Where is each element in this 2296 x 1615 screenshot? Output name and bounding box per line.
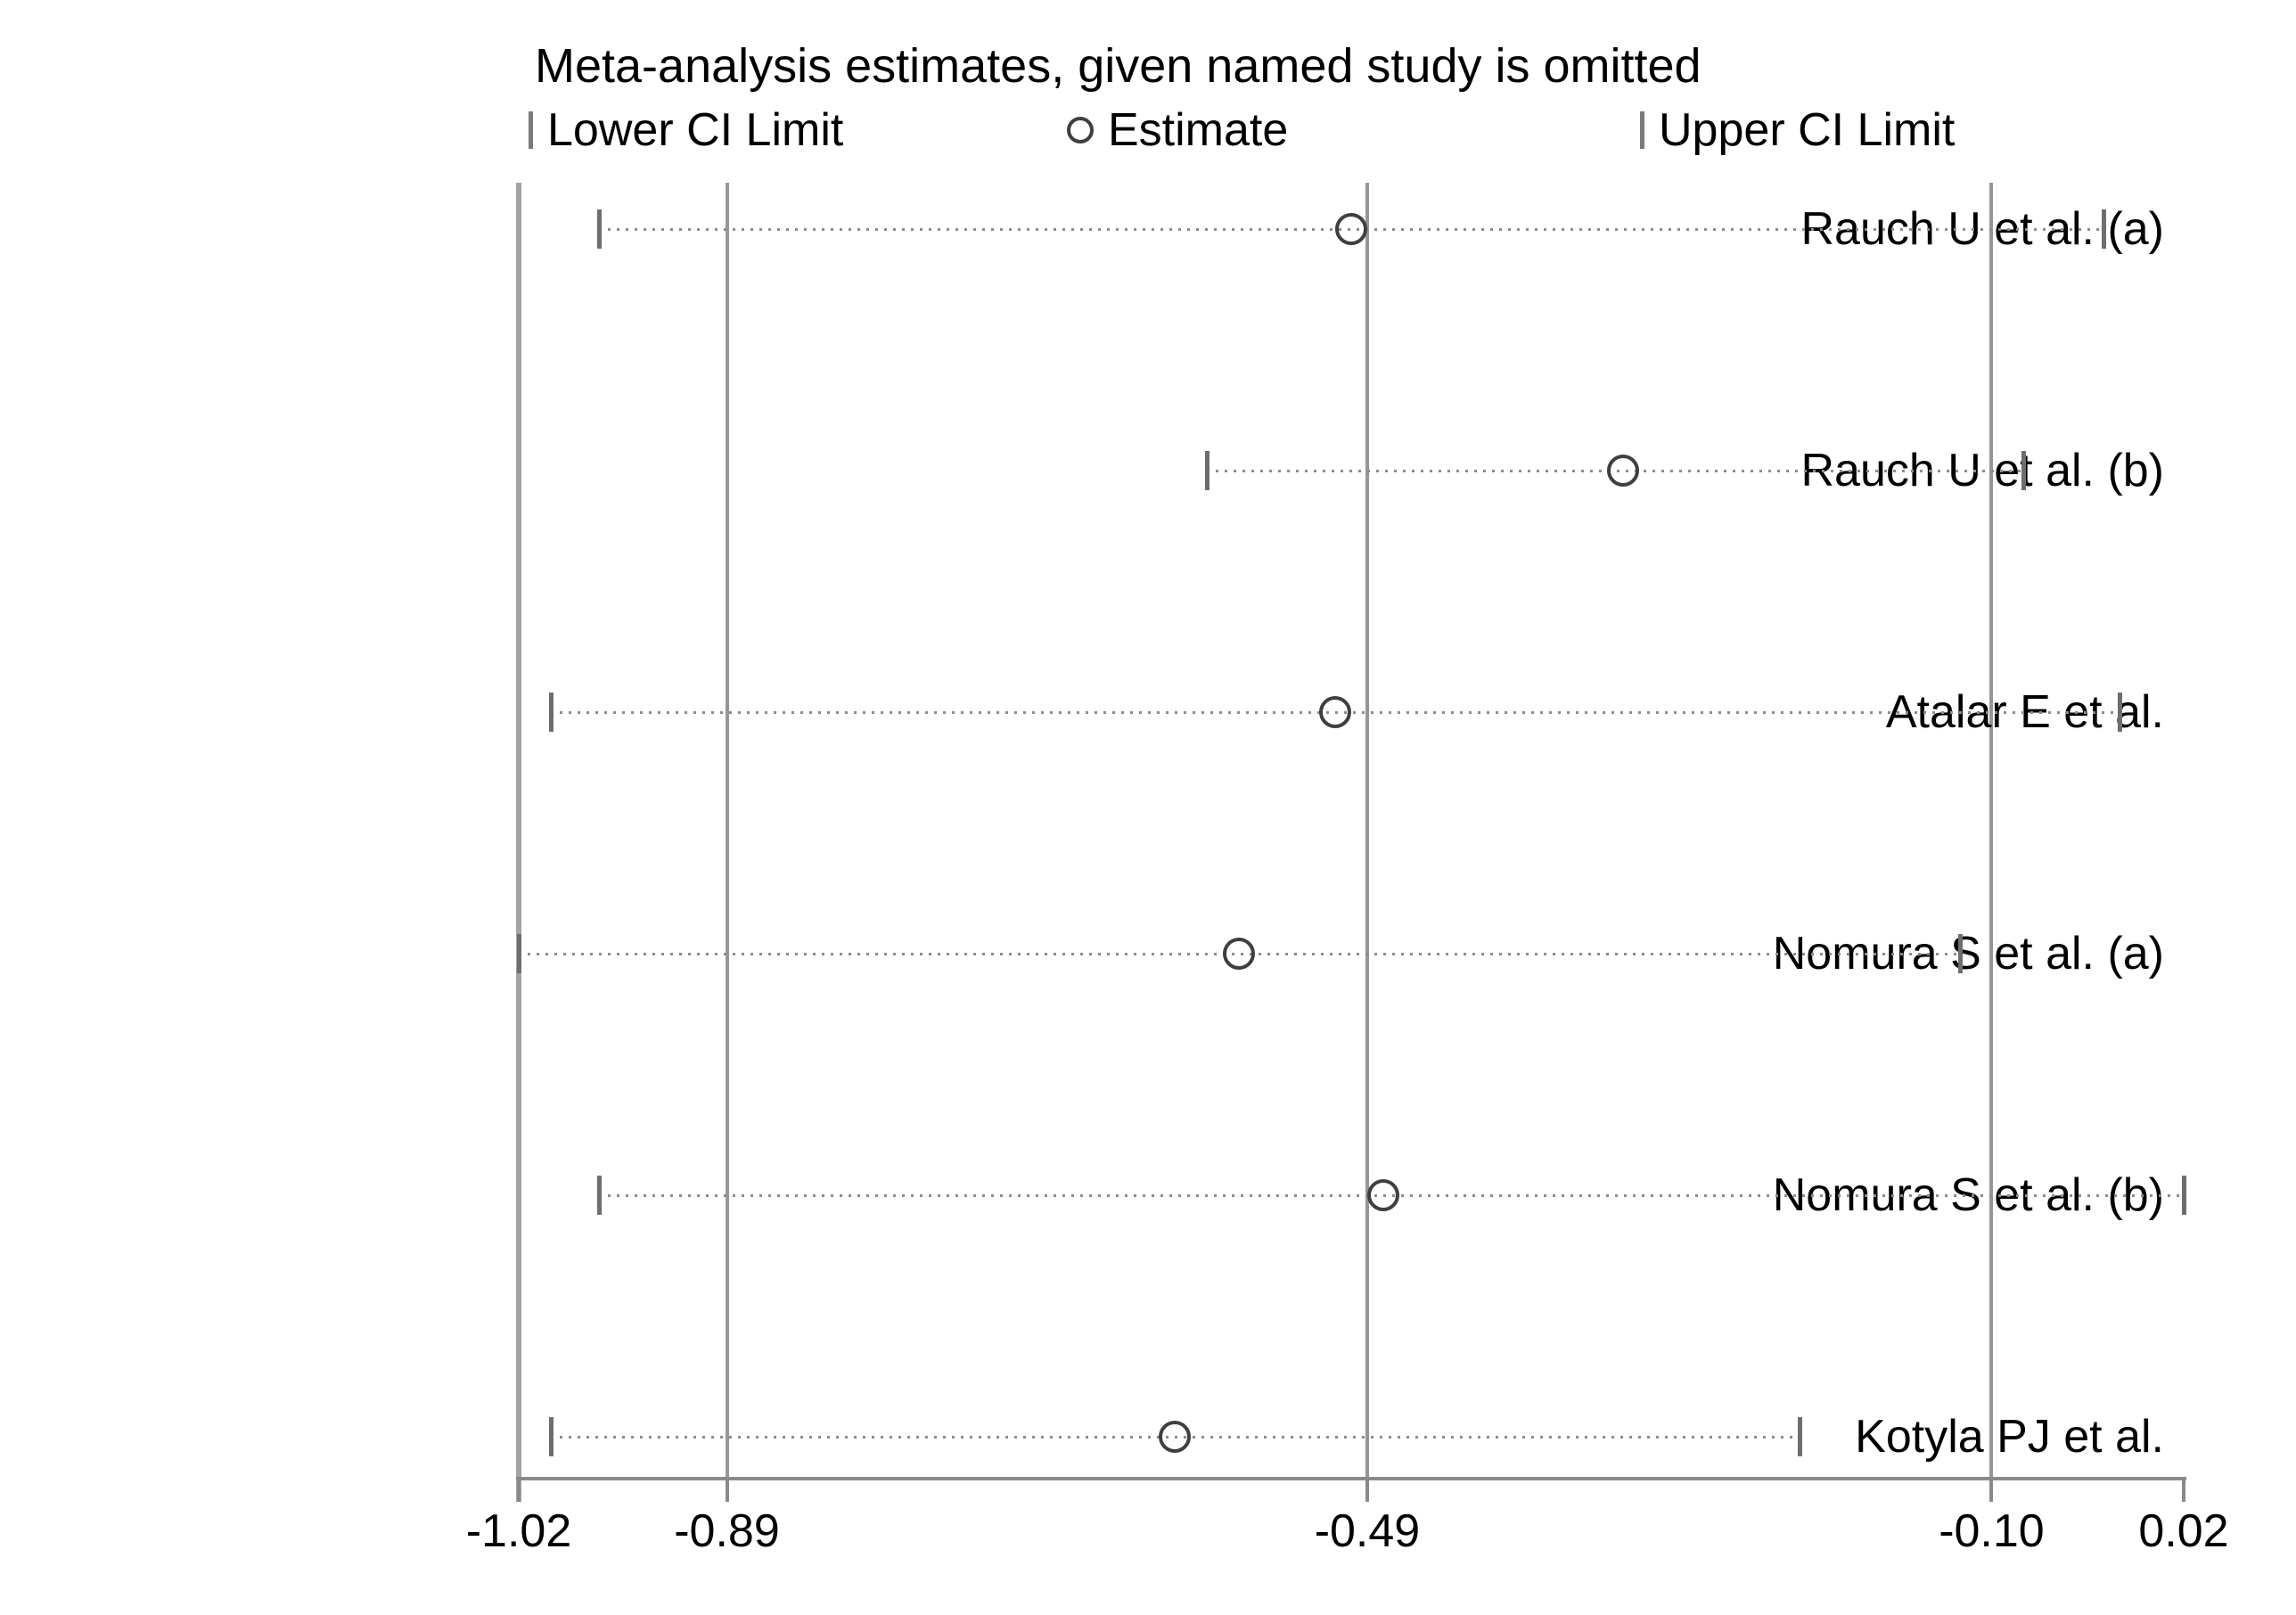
upper-ci-marker [2102, 209, 2107, 249]
legend-lower-ci-label: Lower CI Limit [547, 104, 844, 156]
plot-area: -1.02 -0.89 -0.49 -0.10 0.02 Rauch U et al. (… [466, 183, 2229, 1557]
estimate-marker [1607, 455, 1640, 487]
estimate-marker [1366, 1179, 1399, 1211]
estimate-marker [1223, 938, 1256, 970]
lower-ci-marker [548, 693, 554, 732]
legend-upper-ci-label: Upper CI Limit [1659, 104, 1956, 156]
estimate-marker [1319, 696, 1352, 728]
x-axis-line [516, 1477, 2186, 1480]
ci-bar-icon [529, 111, 533, 149]
lower-ci-marker [517, 934, 521, 973]
x-tick-label: 0.02 [2138, 1505, 2229, 1557]
x-tick [2182, 1479, 2185, 1502]
x-tick-label: -0.49 [1314, 1505, 1421, 1557]
x-tick [517, 1479, 521, 1502]
estimate-marker [1159, 1421, 1192, 1453]
lower-ci-marker [596, 209, 602, 249]
y-axis-frame-line [516, 183, 521, 1502]
reference-line [1989, 183, 1994, 1502]
legend-lower-ci: Lower CI Limit [529, 103, 843, 157]
study-label: Kotyla PJ et al. [1855, 1411, 2164, 1463]
legend-estimate: Estimate [1067, 103, 1288, 157]
legend-upper-ci: Upper CI Limit [1640, 103, 1955, 157]
x-tick-label: -1.02 [465, 1505, 572, 1557]
upper-ci-marker [2118, 693, 2123, 732]
chart-title: Meta-analysis estimates, given named stu… [535, 39, 1702, 93]
lower-ci-marker [596, 1176, 602, 1215]
reference-line [725, 183, 729, 1502]
x-tick [1365, 1479, 1369, 1502]
upper-ci-marker [2182, 1176, 2186, 1215]
x-tick [725, 1479, 729, 1502]
ci-bar-icon [1640, 111, 1644, 149]
estimate-circle-icon [1067, 117, 1094, 143]
estimate-marker [1335, 213, 1367, 245]
legend-estimate-label: Estimate [1108, 104, 1289, 156]
lower-ci-marker [1205, 451, 1210, 490]
upper-ci-marker [1957, 934, 1963, 973]
lower-ci-marker [548, 1417, 554, 1456]
upper-ci-marker [2021, 451, 2027, 490]
x-tick-label: -0.89 [674, 1505, 780, 1557]
reference-line [1365, 183, 1369, 1502]
x-tick-label: -0.10 [1939, 1505, 2045, 1557]
x-tick [1989, 1479, 1994, 1502]
upper-ci-marker [1797, 1417, 1802, 1456]
